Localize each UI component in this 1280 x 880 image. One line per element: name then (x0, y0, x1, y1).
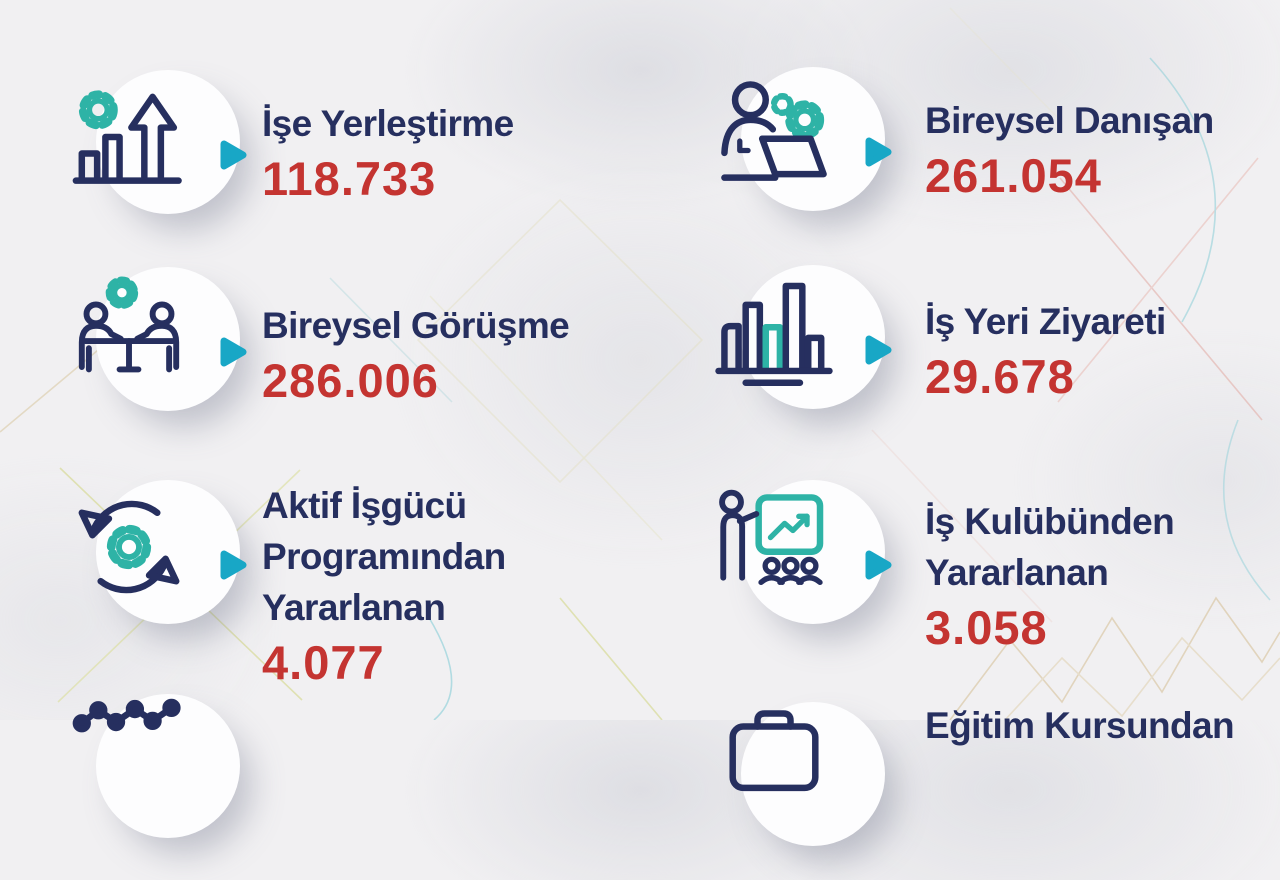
stat-icon-area (715, 468, 925, 658)
stat-label: Eğitim Kursundan (925, 705, 1235, 746)
stat-icon-area (715, 690, 925, 880)
stat-aktif-isgucu-programi: Aktif İşgücü Programından Yararlanan 4.0… (70, 468, 506, 690)
bar-chart-icon (715, 282, 833, 386)
stat-icon-area (70, 682, 262, 872)
stat-value: 3.058 (925, 601, 1048, 654)
stat-label-line: Yararlanan (262, 587, 446, 628)
stat-ise-yerlestirme: İşe Yerleştirme 118.733 (70, 58, 514, 248)
briefcase-icon (729, 710, 819, 792)
stat-value: 29.678 (925, 350, 1075, 403)
growth-chart-gear-icon (72, 90, 182, 184)
stat-bireysel-danisan: Bireysel Danışan 261.054 (715, 55, 1214, 245)
stat-egitim-kursu-partial: Eğitim Kursundan (715, 690, 1235, 880)
stat-is-yeri-ziyareti: İş Yeri Ziyareti 29.678 (715, 253, 1166, 443)
stat-label-line: Programından (262, 536, 506, 577)
stat-icon-area (715, 55, 925, 245)
consultant-laptop-gears-icon (721, 81, 827, 181)
stat-icon-area (70, 255, 262, 445)
stat-value: 4.077 (262, 636, 385, 689)
stat-icon-area (70, 468, 262, 658)
stat-is-kulubu: İş Kulübünden Yararlanan 3.058 (715, 468, 1175, 658)
presenter-audience-icon (719, 489, 824, 586)
stat-label: Bireysel Görüşme (262, 305, 570, 346)
stat-value: 286.006 (262, 354, 439, 407)
play-arrow-icon (220, 550, 247, 580)
stat-label-line: Aktif İşgücü (262, 485, 467, 526)
stat-label-line: Yararlanan (925, 552, 1109, 593)
stat-label-line: İş Kulübünden (925, 501, 1175, 542)
meeting-table-gear-icon (78, 276, 180, 373)
stat-partial-bottom-left (70, 682, 262, 872)
stat-label: Bireysel Danışan (925, 100, 1214, 141)
line-chart-dots-icon (72, 698, 181, 733)
play-arrow-icon (220, 140, 247, 170)
stat-icon-area (70, 58, 262, 248)
stat-value: 261.054 (925, 149, 1102, 202)
play-arrow-icon (865, 550, 892, 580)
play-arrow-icon (865, 335, 892, 365)
stat-bireysel-gorusme: Bireysel Görüşme 286.006 (70, 255, 570, 445)
recycle-gear-icon (78, 500, 180, 594)
stat-value: 118.733 (262, 152, 437, 205)
stat-label: İş Yeri Ziyareti (925, 301, 1166, 342)
play-arrow-icon (865, 137, 892, 167)
play-arrow-icon (220, 337, 247, 367)
stat-label: İşe Yerleştirme (262, 103, 514, 144)
stat-icon-area (715, 253, 925, 443)
